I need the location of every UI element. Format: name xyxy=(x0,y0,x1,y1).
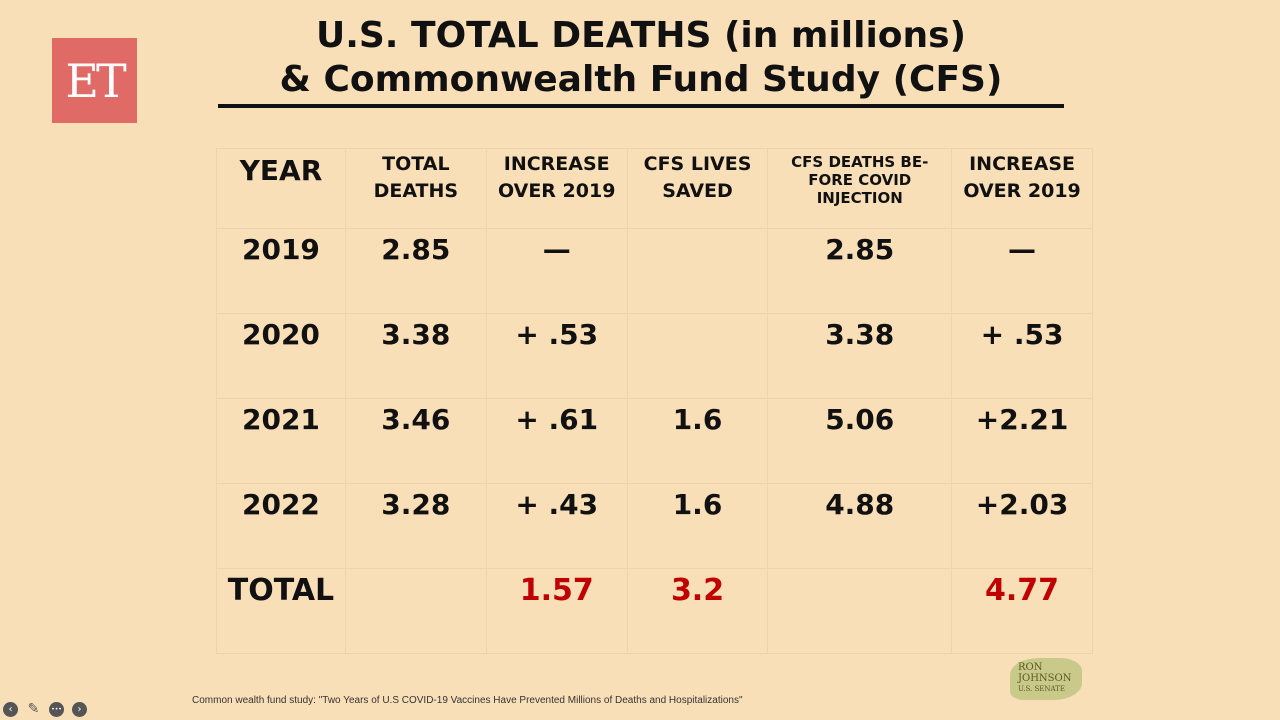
cell: 2.85 xyxy=(767,228,953,314)
header-total-deaths: TOTAL DEATHS xyxy=(344,148,487,229)
cell: 3.28 xyxy=(344,483,487,569)
table-row: 2022 3.28 + .43 1.6 4.88 +2.03 xyxy=(216,483,1093,569)
cell: 3.38 xyxy=(767,313,953,399)
total-increase: 1.57 xyxy=(485,568,628,654)
title-underline xyxy=(218,104,1064,108)
table-row: 2020 3.38 + .53 3.38 + .53 xyxy=(216,313,1093,399)
total-increase-cfs: 4.77 xyxy=(951,568,1093,654)
cell: + .53 xyxy=(951,313,1093,399)
total-lives-saved: 3.2 xyxy=(626,568,769,654)
cell: 2020 xyxy=(216,313,346,399)
cell: + .53 xyxy=(485,313,628,399)
logo-line: JOHNSON xyxy=(1018,673,1072,684)
total-row: TOTAL 1.57 3.2 4.77 xyxy=(216,568,1093,654)
prev-slide-icon[interactable]: ‹ xyxy=(3,702,18,717)
cell: 2019 xyxy=(216,228,346,314)
footnote: Common wealth fund study: "Two Years of … xyxy=(192,695,743,706)
header-increase-cfs: INCREASE OVER 2019 xyxy=(951,148,1093,229)
cell: 1.6 xyxy=(626,398,769,484)
title-line-1: U.S. TOTAL DEATHS (in millions) xyxy=(315,15,967,56)
cell xyxy=(344,568,487,654)
more-options-icon[interactable]: ••• xyxy=(49,702,64,717)
pen-icon[interactable]: ✎ xyxy=(27,701,40,717)
cell: 5.06 xyxy=(767,398,953,484)
logo-line: RON xyxy=(1018,662,1043,673)
cell: 4.88 xyxy=(767,483,953,569)
deaths-table: YEAR TOTAL DEATHS INCREASE OVER 2019 CFS… xyxy=(216,148,1093,654)
header-year: YEAR xyxy=(216,148,346,229)
next-slide-icon[interactable]: › xyxy=(72,702,87,717)
cell: — xyxy=(951,228,1093,314)
header-cfs-deaths: CFS DEATHS BE-FORE COVID INJECTION xyxy=(767,148,953,229)
slide-title: U.S. TOTAL DEATHS (in millions) & Common… xyxy=(216,14,1066,102)
cell: 3.38 xyxy=(344,313,487,399)
cell: 1.6 xyxy=(626,483,769,569)
header-increase: INCREASE OVER 2019 xyxy=(485,148,628,229)
cell: +2.21 xyxy=(951,398,1093,484)
cell: 2.85 xyxy=(344,228,487,314)
cell: — xyxy=(485,228,628,314)
cell: 2022 xyxy=(216,483,346,569)
cell xyxy=(626,228,769,314)
cell: + .43 xyxy=(485,483,628,569)
header-row: YEAR TOTAL DEATHS INCREASE OVER 2019 CFS… xyxy=(216,148,1093,229)
title-line-2: & Commonwealth Fund Study (CFS) xyxy=(279,59,1003,100)
cell xyxy=(626,313,769,399)
cell: 3.46 xyxy=(344,398,487,484)
total-label: TOTAL xyxy=(216,568,346,654)
cell: 2021 xyxy=(216,398,346,484)
cell: +2.03 xyxy=(951,483,1093,569)
header-cfs-lives-saved: CFS LIVES SAVED xyxy=(626,148,769,229)
cell: + .61 xyxy=(485,398,628,484)
table-row: 2019 2.85—2.85— xyxy=(216,228,1093,314)
logo-line: U.S. SENATE xyxy=(1018,685,1065,693)
et-logo: ET xyxy=(52,38,137,123)
ron-johnson-logo: RON JOHNSON U.S. SENATE xyxy=(1010,658,1082,700)
cell xyxy=(767,568,953,654)
table-row: 2021 3.46 + .61 1.6 5.06 +2.21 xyxy=(216,398,1093,484)
